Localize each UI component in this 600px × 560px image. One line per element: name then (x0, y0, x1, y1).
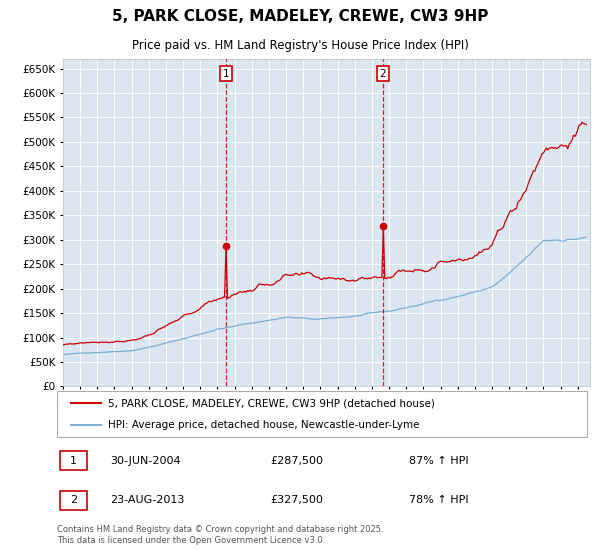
Text: 2: 2 (380, 68, 386, 78)
Text: 78% ↑ HPI: 78% ↑ HPI (409, 496, 468, 505)
Text: £327,500: £327,500 (270, 496, 323, 505)
Text: £287,500: £287,500 (270, 456, 323, 465)
Text: Contains HM Land Registry data © Crown copyright and database right 2025.
This d: Contains HM Land Registry data © Crown c… (57, 525, 383, 545)
Text: 1: 1 (223, 68, 229, 78)
Text: 5, PARK CLOSE, MADELEY, CREWE, CW3 9HP: 5, PARK CLOSE, MADELEY, CREWE, CW3 9HP (112, 10, 488, 24)
Text: 87% ↑ HPI: 87% ↑ HPI (409, 456, 468, 465)
Text: 2: 2 (70, 496, 77, 505)
Text: 1: 1 (70, 456, 77, 465)
FancyBboxPatch shape (57, 391, 587, 437)
Text: 5, PARK CLOSE, MADELEY, CREWE, CW3 9HP (detached house): 5, PARK CLOSE, MADELEY, CREWE, CW3 9HP (… (107, 398, 434, 408)
Text: 23-AUG-2013: 23-AUG-2013 (110, 496, 185, 505)
Text: 30-JUN-2004: 30-JUN-2004 (110, 456, 181, 465)
Text: Price paid vs. HM Land Registry's House Price Index (HPI): Price paid vs. HM Land Registry's House … (131, 39, 469, 53)
Bar (59, 491, 88, 510)
Text: HPI: Average price, detached house, Newcastle-under-Lyme: HPI: Average price, detached house, Newc… (107, 419, 419, 430)
Bar (59, 451, 88, 470)
